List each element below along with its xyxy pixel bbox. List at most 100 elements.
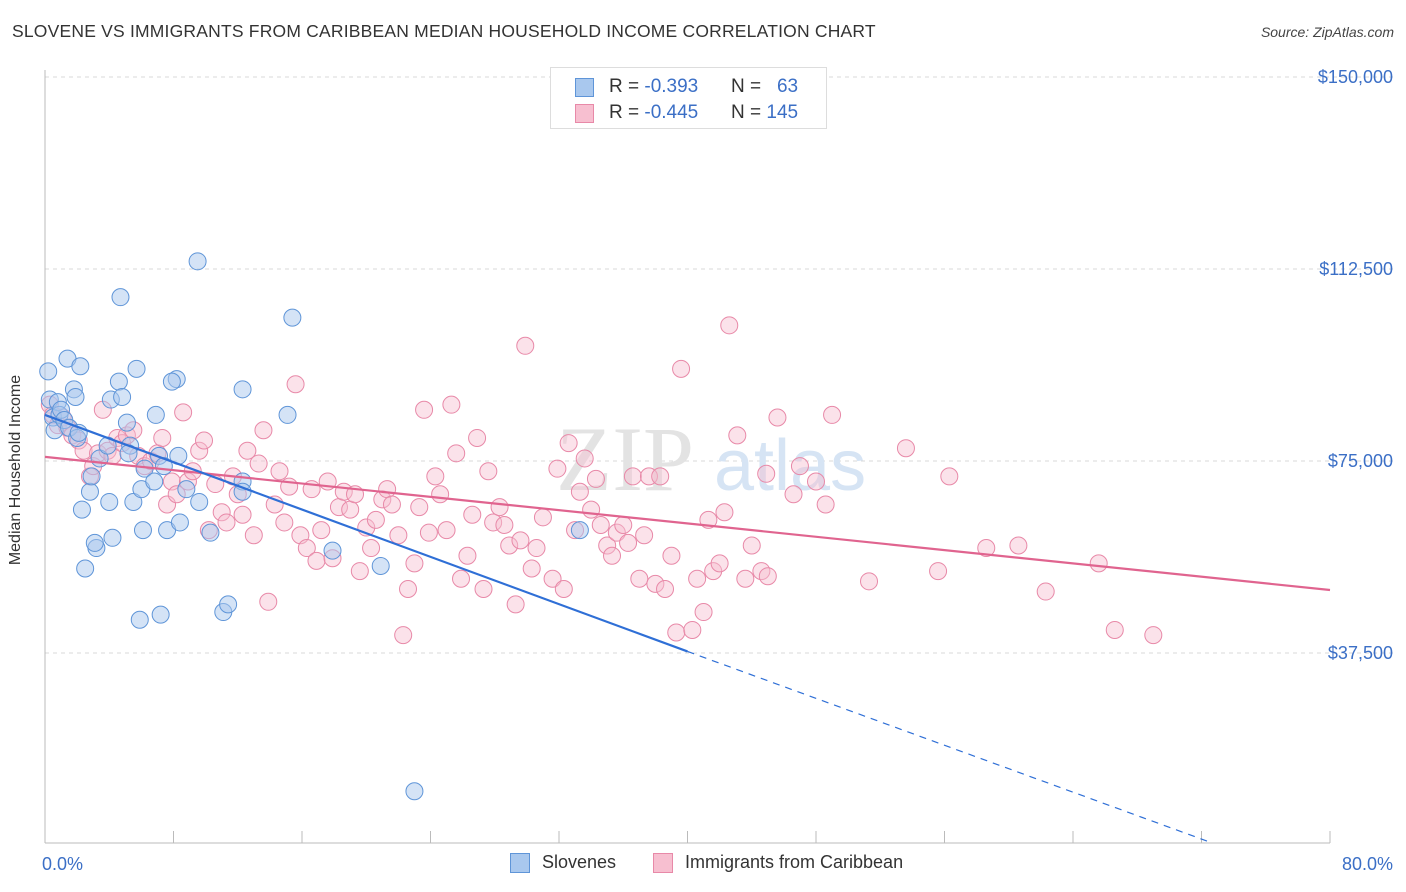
slovene-point <box>109 372 128 391</box>
caribbean-point <box>860 572 879 591</box>
caribbean-point <box>527 539 546 558</box>
caribbean-point <box>405 554 424 573</box>
caribbean-point <box>522 559 541 578</box>
slovene-point <box>133 521 152 540</box>
r-stat: R = -0.393 <box>609 76 699 97</box>
caribbean-point <box>704 562 723 581</box>
caribbean-point <box>736 569 755 588</box>
caribbean-point <box>362 539 381 558</box>
y-axis-label: Median Household Income <box>7 374 24 566</box>
caribbean-point <box>254 421 273 440</box>
caribbean-point <box>757 464 776 483</box>
x-tick-label: 80.0% <box>1342 854 1393 874</box>
caribbean-point <box>174 403 193 422</box>
caribbean-point <box>607 523 626 542</box>
slovene-point <box>113 388 132 406</box>
caribbean-point <box>570 482 589 501</box>
slovene-point <box>405 782 424 801</box>
caribbean-point <box>479 462 498 481</box>
caribbean-point <box>672 359 691 378</box>
caribbean-point <box>516 336 535 355</box>
slovene-point <box>82 467 101 486</box>
caribbean-point <box>500 536 519 555</box>
caribbean-point <box>506 595 525 614</box>
slovene-points <box>39 252 589 801</box>
caribbean-point <box>415 400 434 419</box>
caribbean-point <box>286 375 305 394</box>
caribbean-trend-line <box>44 455 1331 592</box>
caribbean-point <box>784 485 803 504</box>
caribbean-point <box>410 498 429 517</box>
caribbean-point <box>275 513 294 532</box>
caribbean-point <box>350 562 369 581</box>
caribbean-point <box>426 467 445 486</box>
caribbean-point <box>720 316 739 335</box>
caribbean-point <box>382 495 401 514</box>
caribbean-point <box>1105 620 1124 639</box>
caribbean-point <box>270 462 289 481</box>
slovene-point <box>145 472 164 491</box>
x-tick-label: 0.0% <box>42 854 83 874</box>
slovene-point <box>190 492 209 511</box>
caribbean-point <box>940 467 959 486</box>
caribbean-point <box>341 500 360 519</box>
slovene-point <box>111 288 130 307</box>
y-tick-label: $75,000 <box>1328 451 1393 471</box>
slovene-point <box>100 492 119 511</box>
slovene-point <box>188 252 207 271</box>
caribbean-point <box>575 449 594 468</box>
caribbean-point <box>694 603 713 622</box>
slovene-point <box>283 308 302 327</box>
y-tick-label: $112,500 <box>1319 259 1393 279</box>
slovene-point <box>170 513 189 532</box>
slovene-point <box>124 492 143 511</box>
caribbean-point <box>394 626 413 645</box>
caribbean-point <box>490 498 509 517</box>
caribbean-point <box>823 405 842 424</box>
slovene-point <box>71 357 90 376</box>
slovene-point <box>127 359 146 378</box>
caribbean-point <box>389 526 408 545</box>
caribbean-point <box>586 469 605 488</box>
slovene-point <box>177 480 196 499</box>
caribbean-point <box>591 516 610 534</box>
caribbean-point <box>195 431 214 450</box>
caribbean-point <box>635 526 654 545</box>
caribbean-point <box>929 562 948 581</box>
caribbean-point <box>484 513 503 532</box>
caribbean-point <box>447 444 466 463</box>
caribbean-point <box>630 569 649 588</box>
slovene-point <box>85 533 104 552</box>
slovene-swatch <box>575 78 594 97</box>
caribbean-point <box>790 457 809 476</box>
caribbean-point <box>688 569 707 588</box>
slovene-trend-line <box>44 413 688 653</box>
caribbean-point <box>249 454 268 473</box>
caribbean-point <box>458 546 477 565</box>
caribbean-point <box>742 536 761 555</box>
caribbean-point <box>582 500 601 519</box>
caribbean-point <box>543 569 562 588</box>
caribbean-point <box>233 505 252 524</box>
caribbean-point <box>297 539 316 558</box>
caribbean-point <box>548 459 567 478</box>
caribbean-point <box>662 546 681 565</box>
caribbean-point <box>442 395 461 414</box>
caribbean-point <box>307 551 326 570</box>
caribbean-point <box>495 516 514 534</box>
caribbean-point <box>378 480 397 499</box>
chart-title: SLOVENE VS IMMIGRANTS FROM CARIBBEAN MED… <box>12 21 876 41</box>
slovene-point <box>233 380 252 399</box>
caribbean-point <box>511 531 530 550</box>
caribbean-point <box>1036 582 1055 601</box>
caribbean-point <box>614 516 633 534</box>
caribbean-point <box>768 408 787 427</box>
slovene-point <box>80 482 99 501</box>
caribbean-point <box>1144 626 1163 645</box>
caribbean-point <box>366 510 385 529</box>
caribbean-point <box>259 592 278 611</box>
caribbean-point <box>212 503 231 522</box>
source-note: Source: ZipAtlas.com <box>1260 24 1394 40</box>
y-tick-label: $37,500 <box>1328 643 1393 663</box>
